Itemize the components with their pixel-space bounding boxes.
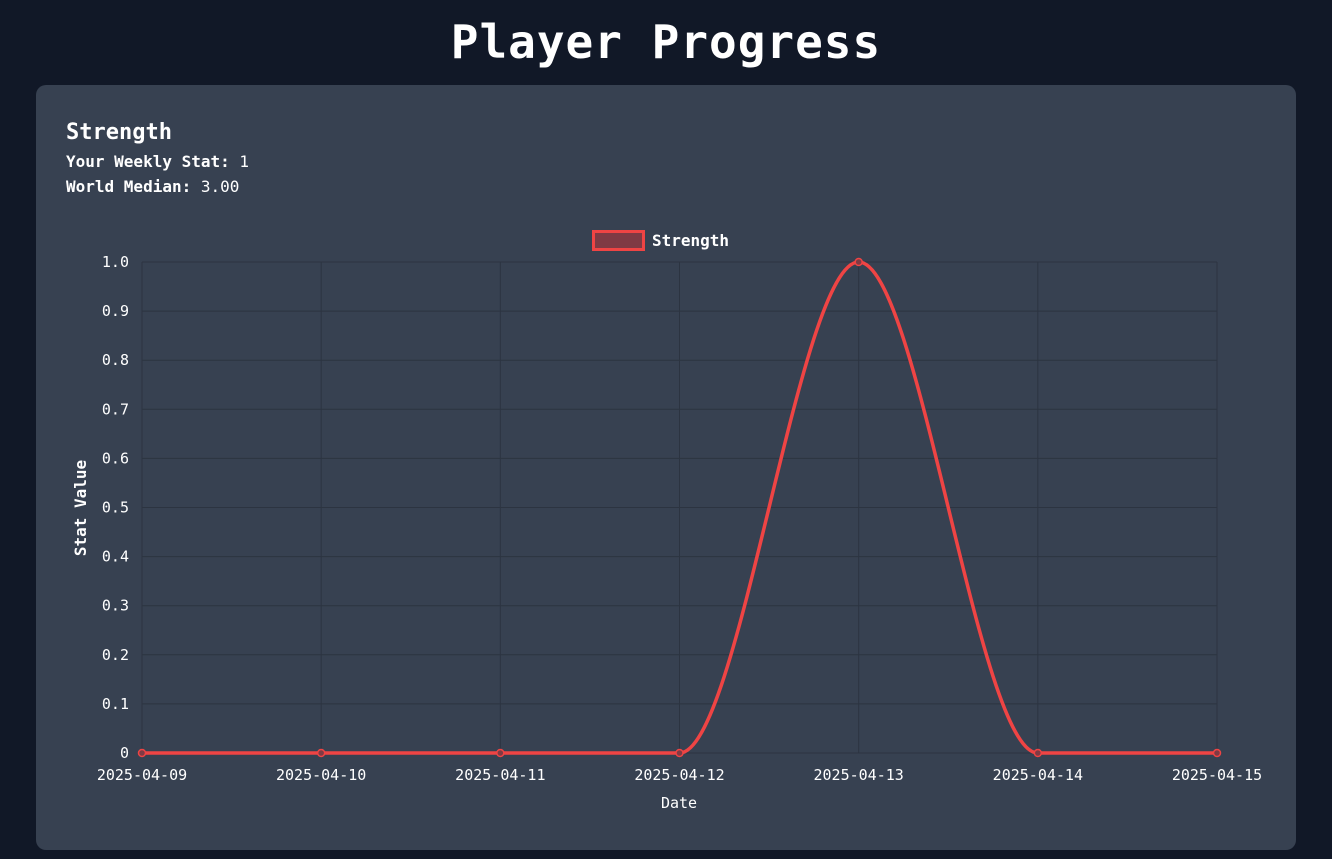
legend[interactable]: Strength — [592, 230, 730, 251]
weekly-stat-line: Your Weekly Stat: 1 — [66, 151, 249, 173]
y-tick-label: 0.4 — [102, 548, 129, 566]
stat-name: Strength — [66, 120, 172, 145]
data-point — [316, 748, 326, 758]
data-point — [854, 257, 863, 267]
series-line-strength — [140, 260, 1219, 755]
y-tick-label: 0.5 — [102, 499, 129, 517]
x-tick-labels: 2025-04-09 2025-04-10 2025-04-11 2025-04-12… — [97, 766, 1262, 784]
y-tick-label: 0.3 — [102, 597, 129, 615]
x-tick-label: 2025-04-15 — [1172, 766, 1262, 784]
legend-swatch-strength[interactable] — [592, 230, 645, 251]
page-title: Player Progress — [450, 15, 882, 69]
y-tick-label: 0.6 — [102, 449, 129, 467]
x-tick-label: 2025-04-11 — [455, 766, 545, 784]
data-point — [1212, 748, 1222, 758]
y-tick-label: 0.7 — [102, 400, 129, 418]
series-layer — [137, 257, 1222, 758]
y-tick-label: 0.9 — [102, 302, 129, 320]
data-point — [137, 748, 147, 758]
y-tick-label: 0 — [120, 744, 129, 762]
x-tick-label: 2025-04-10 — [276, 766, 366, 784]
y-tick-label: 0.2 — [102, 646, 129, 664]
world-median-value: 3.00 — [200, 177, 240, 196]
y-tick-labels: 0 0.1 0.2 0.3 0.4 0.5 0.6 0.7 0.8 0.9 1.0 — [102, 253, 129, 762]
data-point — [496, 748, 505, 758]
grid-lines — [141, 261, 1218, 754]
y-tick-label: 0.1 — [102, 695, 129, 713]
stat-card: Strength Your Weekly Stat: 1 World Media… — [36, 85, 1296, 850]
data-point — [1033, 748, 1043, 758]
world-median-line: World Median: 3.00 — [66, 176, 239, 198]
x-tick-label: 2025-04-13 — [814, 766, 904, 784]
y-axis-title: Stat Value — [71, 460, 90, 556]
weekly-stat-label: Your Weekly Stat: — [66, 152, 230, 171]
legend-label-strength[interactable]: Strength — [652, 231, 729, 250]
line-chart: 0 0.1 0.2 0.3 0.4 0.5 0.6 0.7 0.8 0.9 1.0 2025-04-… — [71, 230, 1262, 812]
x-tick-label: 2025-04-12 — [634, 766, 724, 784]
weekly-stat-value: 1 — [239, 152, 250, 171]
data-point — [675, 748, 684, 758]
x-axis-title: Date — [661, 794, 697, 812]
world-median-label: World Median: — [66, 177, 192, 196]
y-tick-label: 0.8 — [102, 351, 129, 369]
x-tick-label: 2025-04-14 — [993, 766, 1083, 784]
x-tick-label: 2025-04-09 — [97, 766, 187, 784]
y-tick-label: 1.0 — [102, 253, 129, 271]
